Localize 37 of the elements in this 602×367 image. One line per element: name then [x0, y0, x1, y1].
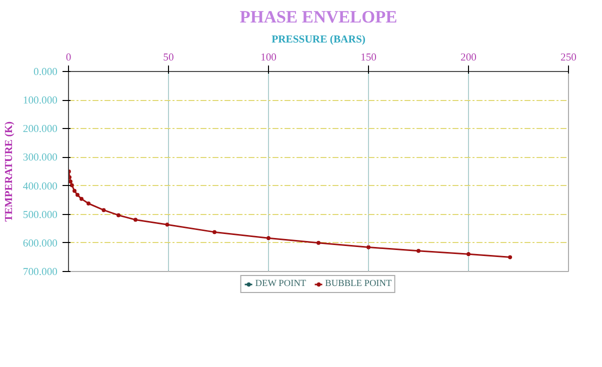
x-tick-label: 250 [560, 52, 576, 64]
point [466, 252, 470, 256]
x-tick-label: 150 [360, 52, 376, 64]
y-tick-label: 400.000 [22, 181, 58, 192]
point [134, 218, 138, 222]
y-tick-label: 300.000 [22, 152, 58, 164]
point [212, 230, 216, 234]
point [86, 202, 90, 206]
point [266, 236, 270, 240]
point [416, 248, 420, 253]
point [68, 180, 72, 184]
point [80, 196, 84, 201]
point [76, 192, 80, 197]
point [72, 188, 76, 193]
x-tick-label: 200 [460, 52, 476, 64]
x-tick-label: 100 [260, 52, 276, 64]
point [316, 240, 320, 245]
point [165, 222, 170, 227]
point [68, 175, 72, 180]
point [70, 183, 74, 188]
point [366, 245, 370, 250]
x-tick-label: 0 [66, 52, 72, 64]
x-tick-label: 50 [163, 52, 174, 64]
point [102, 208, 106, 212]
y-tick-label: 0.000 [34, 67, 58, 78]
y-tick-label: 700.000 [22, 267, 58, 278]
legend-label: DEW POINT [255, 279, 306, 289]
y-tick-label: 100.000 [22, 96, 58, 107]
y-axis-title: TEMPERATURE (K) [4, 120, 15, 222]
y-tick-label: 200.000 [22, 124, 58, 136]
y-tick-label: 500.000 [22, 210, 58, 221]
point [508, 255, 512, 260]
chart-title: PHASE ENVELOPE [240, 8, 398, 26]
y-tick-label: 600.000 [22, 238, 58, 250]
legend-label: BUBBLE POINT [325, 279, 392, 289]
point [116, 213, 120, 218]
x-axis-title: PRESSURE (BARS) [272, 34, 366, 46]
